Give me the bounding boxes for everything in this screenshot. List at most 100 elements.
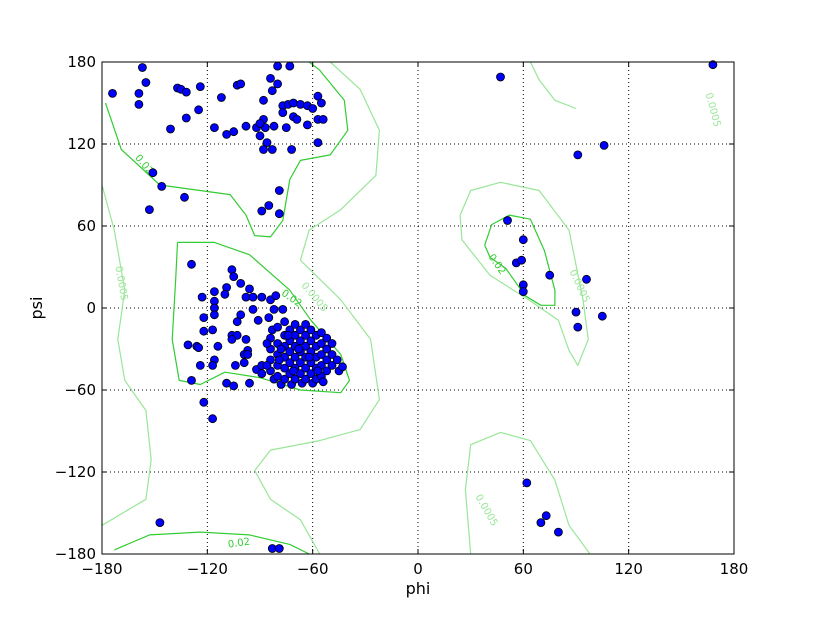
data-point: [294, 344, 304, 354]
data-point: [518, 235, 528, 245]
data-point: [327, 350, 337, 359]
data-point: [134, 89, 144, 98]
contour-line-0.0005: [254, 61, 380, 555]
data-point: [290, 374, 300, 384]
data-point: [290, 352, 300, 362]
data-point: [259, 95, 268, 105]
data-point: [518, 287, 528, 297]
contour-line-0.0005: [101, 184, 152, 526]
data-point: [144, 205, 154, 215]
data-point: [199, 397, 209, 407]
data-point: [496, 72, 505, 82]
data-point: [262, 360, 272, 370]
data-point: [137, 63, 147, 72]
data-point: [280, 363, 290, 373]
data-point: [503, 216, 512, 225]
data-point: [313, 138, 323, 148]
contour-line-0.02: [104, 61, 349, 238]
data-point: [597, 311, 607, 321]
data-point: [216, 93, 226, 102]
data-point: [278, 108, 288, 117]
data-point: [301, 363, 311, 373]
data-point: [288, 366, 298, 376]
data-point: [318, 115, 328, 124]
data-point: [195, 360, 205, 370]
data-point: [271, 291, 281, 301]
data-point: [301, 374, 311, 384]
data-point: [253, 315, 263, 325]
data-point: [257, 292, 267, 302]
data-point: [264, 313, 274, 323]
data-point: [301, 319, 311, 329]
x-tick-label: 0: [413, 560, 423, 578]
x-tick-label: 120: [614, 560, 643, 578]
data-point: [269, 121, 279, 131]
data-point: [274, 186, 284, 195]
data-point: [313, 91, 323, 101]
data-point: [229, 127, 239, 137]
data-point: [304, 352, 314, 362]
data-point: [276, 344, 286, 354]
data-point: [545, 270, 555, 280]
data-point: [536, 518, 546, 527]
contour-line-0.0005: [529, 61, 577, 110]
data-point: [141, 78, 151, 87]
data-point: [273, 61, 283, 71]
contour-label: 0.0005: [473, 493, 500, 529]
x-axis-label: phi: [406, 579, 431, 598]
data-point: [295, 336, 305, 346]
data-point: [199, 313, 209, 323]
data-point: [241, 121, 251, 131]
data-point: [236, 278, 246, 288]
data-point: [301, 330, 311, 340]
data-point: [157, 181, 167, 191]
data-point: [316, 350, 326, 359]
data-point: [227, 334, 237, 344]
data-point: [316, 98, 326, 108]
data-point: [295, 325, 305, 335]
contour-line-0.0005: [464, 431, 591, 555]
data-point: [285, 61, 295, 71]
data-point: [266, 74, 275, 83]
data-point: [313, 366, 323, 376]
data-point: [187, 375, 196, 385]
x-tick-label: −120: [187, 560, 228, 578]
data-point: [194, 343, 204, 353]
x-tick-label: −180: [81, 560, 122, 578]
data-point: [708, 60, 718, 70]
data-point: [302, 120, 312, 130]
y-tick-label: −180: [55, 545, 96, 563]
data-point: [322, 366, 332, 376]
data-point: [281, 123, 291, 132]
data-point: [245, 284, 254, 294]
y-axis-label: psi: [27, 297, 46, 320]
data-point: [308, 104, 318, 113]
contour-line-0.02: [114, 531, 310, 555]
data-point: [322, 355, 332, 365]
data-point: [248, 292, 258, 302]
data-point: [199, 326, 209, 336]
data-point: [209, 123, 219, 132]
data-point: [180, 192, 189, 202]
x-tick-label: 60: [514, 560, 533, 578]
data-point: [267, 145, 277, 154]
data-point: [283, 330, 293, 340]
data-point: [288, 98, 298, 108]
data-point: [213, 341, 223, 351]
data-point: [236, 310, 246, 320]
data-point: [554, 527, 563, 537]
contours: 0.020.020.020.020.0005 0.0005 0.00050.0005…: [101, 61, 722, 555]
data-point: [229, 381, 239, 391]
contour-label: 0.02: [227, 537, 251, 551]
data-point: [209, 310, 219, 320]
data-point: [257, 369, 267, 379]
data-point: [230, 360, 240, 370]
y-tick-label: −120: [55, 463, 96, 481]
data-point: [208, 325, 218, 335]
data-point: [292, 115, 302, 124]
y-tick-label: 180: [67, 53, 96, 71]
data-point: [571, 307, 581, 317]
data-point: [257, 206, 267, 216]
data-point: [208, 360, 218, 370]
